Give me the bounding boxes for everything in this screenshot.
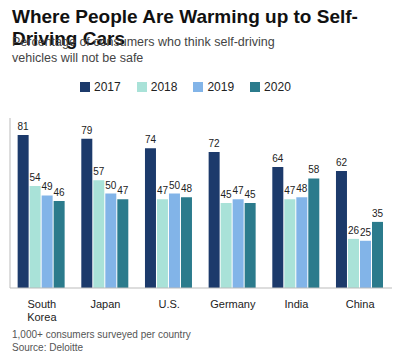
html-text:1,000+ consumers surveyed per: 1,000+ consumers surveyed per country [12, 329, 191, 340]
svg-text:26: 26 [348, 225, 360, 236]
svg-text:Japan: Japan [91, 298, 121, 310]
svg-text:45: 45 [221, 189, 233, 200]
html-text:2018: 2018 [150, 80, 178, 94]
svg-text:India: India [285, 298, 310, 310]
svg-text:57: 57 [93, 166, 105, 177]
svg-text:47: 47 [233, 185, 245, 196]
html-text:2020: 2020 [264, 80, 291, 94]
svg-text:58: 58 [308, 164, 320, 175]
svg-text:U.S.: U.S. [158, 298, 179, 310]
html-text:Where People Are Warming up to: Where People Are Warming up to Self-Driv… [12, 6, 358, 49]
svg-text:54: 54 [30, 172, 42, 183]
svg-text:81: 81 [18, 121, 30, 132]
svg-text:62: 62 [336, 157, 348, 168]
svg-text:China: China [346, 298, 376, 310]
svg-text:50: 50 [105, 180, 117, 191]
svg-text:47: 47 [157, 185, 169, 196]
svg-text:46: 46 [54, 187, 66, 198]
svg-text:SouthKorea: SouthKorea [27, 298, 57, 323]
svg-text:72: 72 [209, 138, 221, 149]
svg-text:45: 45 [245, 189, 257, 200]
svg-text:35: 35 [372, 208, 384, 219]
svg-text:47: 47 [284, 185, 296, 196]
svg-text:Germany: Germany [210, 298, 256, 310]
svg-text:25: 25 [360, 227, 372, 238]
svg-text:49: 49 [42, 181, 54, 192]
svg-text:48: 48 [181, 183, 193, 194]
html-text:2019: 2019 [207, 80, 235, 94]
svg-text:64: 64 [272, 153, 284, 164]
svg-text:74: 74 [145, 134, 157, 145]
html-text:2017: 2017 [94, 80, 121, 94]
html-text:Source: Deloitte: Source: Deloitte [12, 342, 84, 353]
svg-text:47: 47 [117, 185, 129, 196]
svg-text:48: 48 [296, 183, 308, 194]
svg-text:50: 50 [169, 180, 181, 191]
html-text:Percentage of consumers who th: Percentage of consumers who think self-d… [12, 35, 275, 65]
svg-text:79: 79 [81, 125, 93, 136]
